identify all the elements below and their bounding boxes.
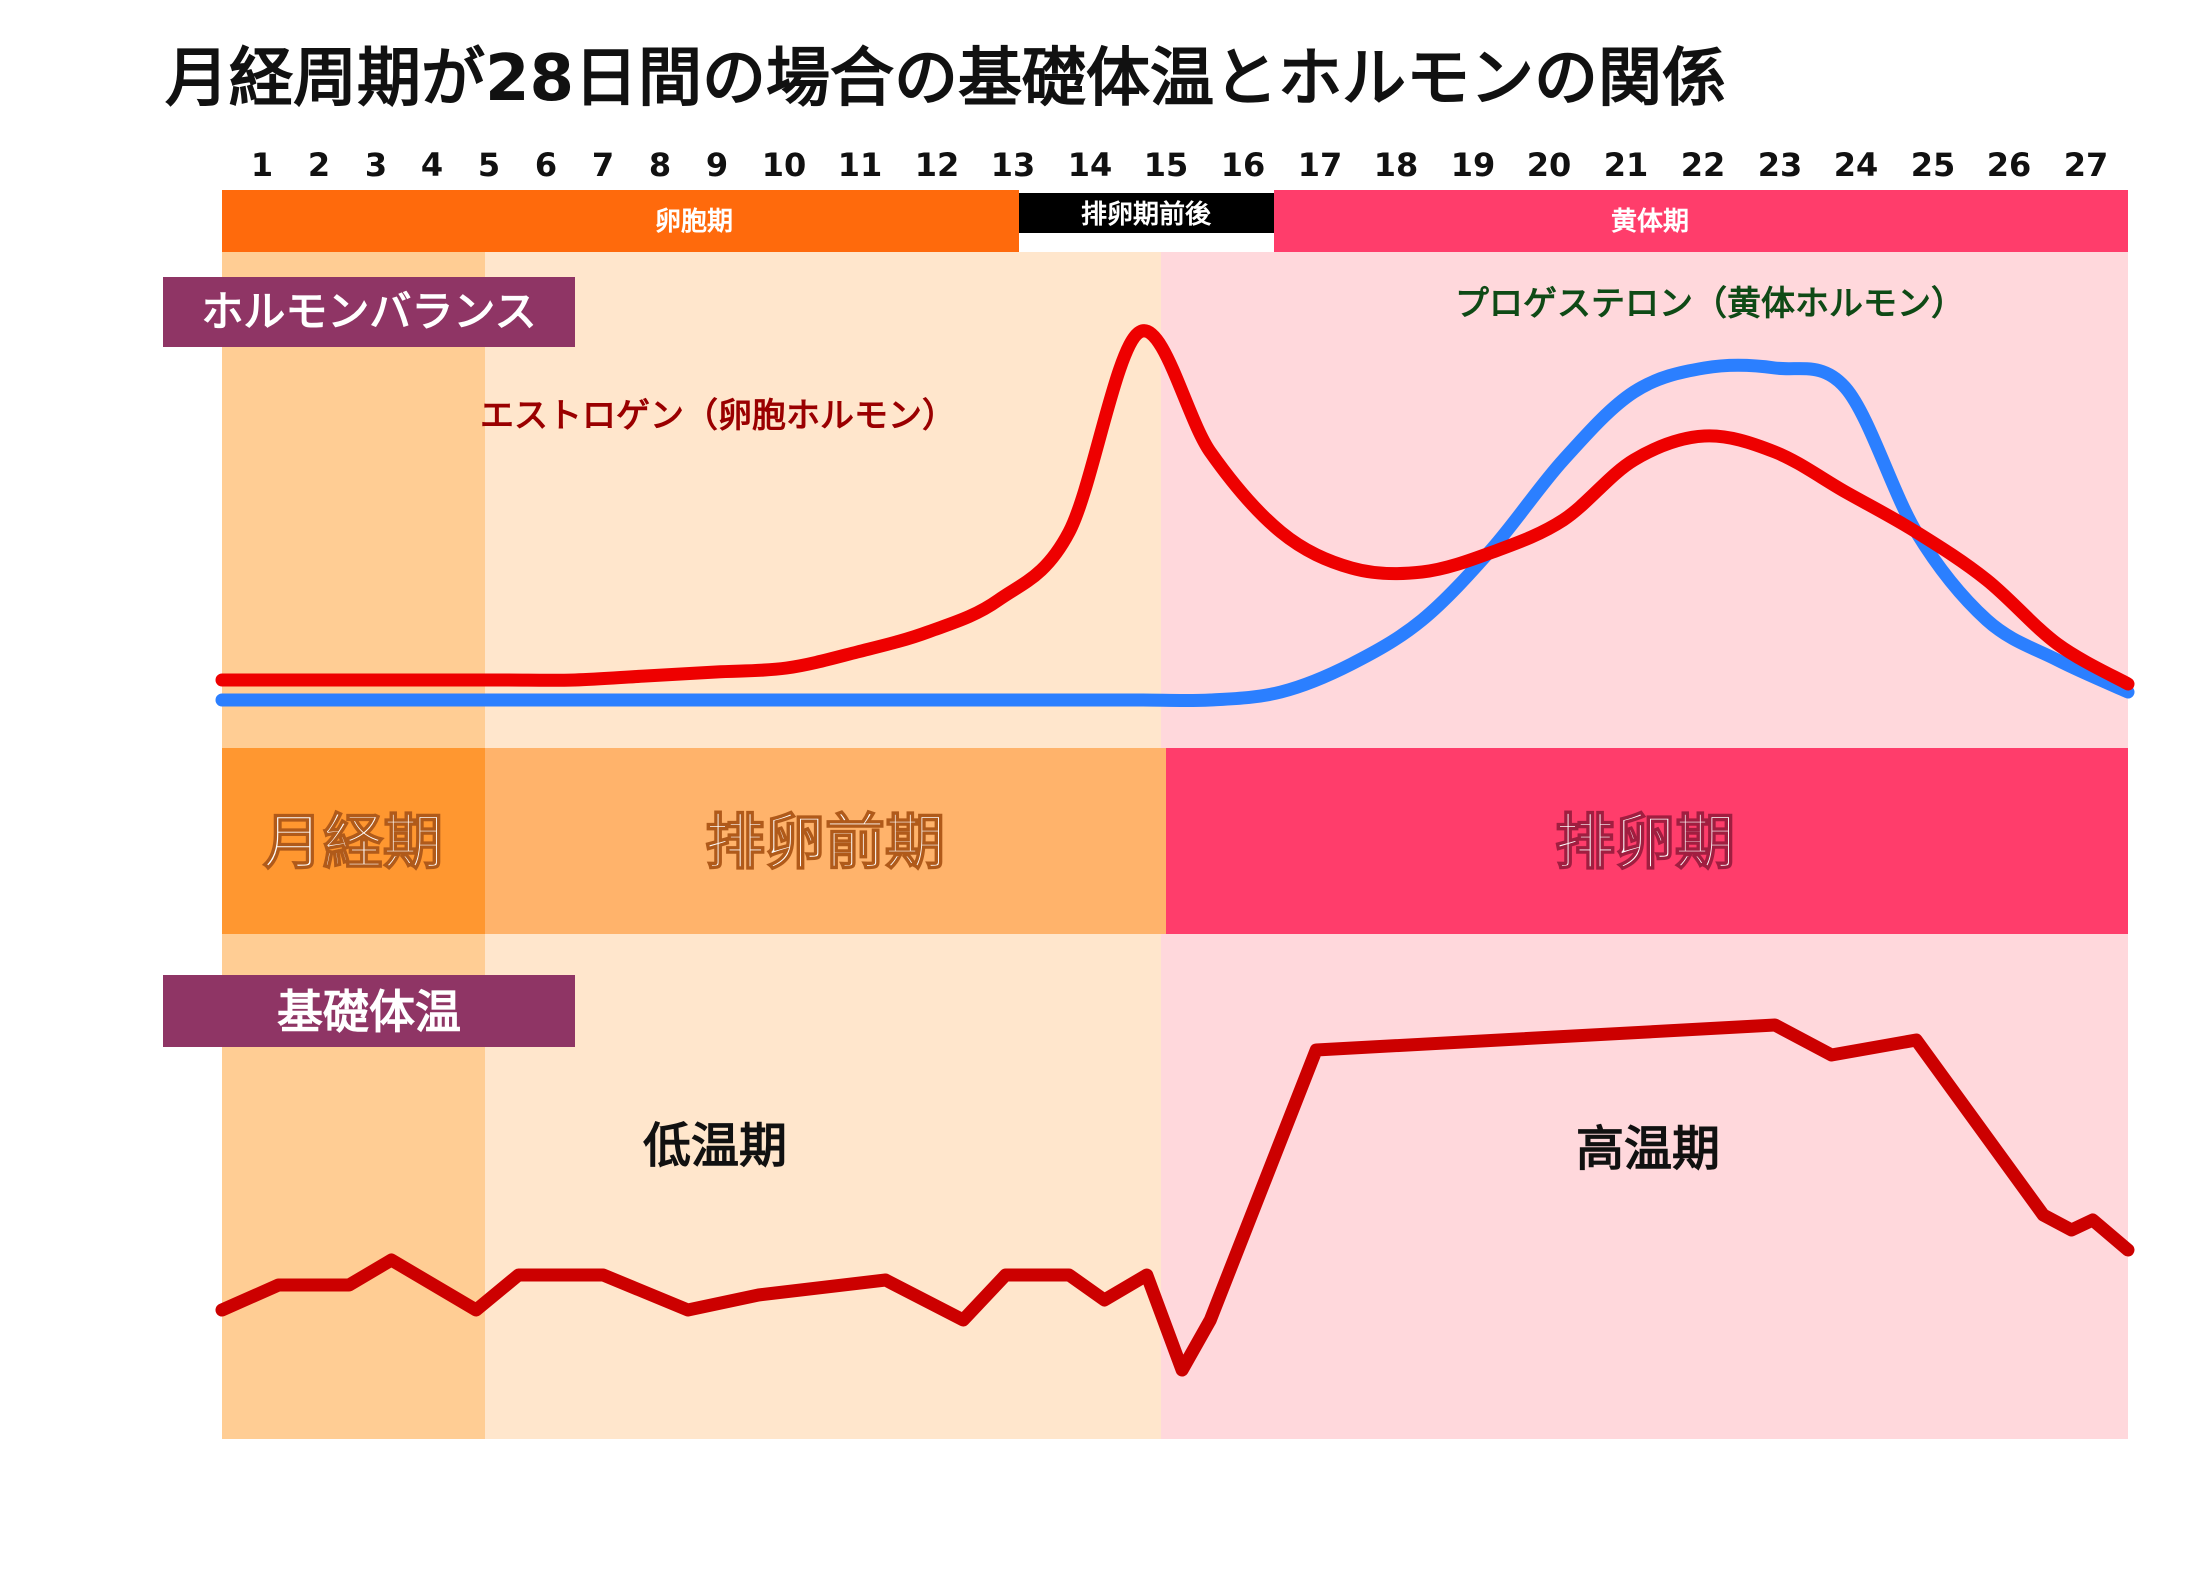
- bbt-section-label-box: [163, 975, 575, 1047]
- estrogen-series-label: エストロゲン（卵胞ホルモン）: [480, 396, 956, 436]
- chart-title: 月経周期が28日間の場合の基礎体温とホルモンの関係: [165, 42, 1726, 116]
- pre-ovulation-phase-band: [485, 748, 1166, 934]
- ovulation-phase-label: 排卵期: [1555, 808, 1735, 878]
- day-tick-label: 18: [1374, 146, 1419, 184]
- day-tick-label: 8: [649, 146, 671, 184]
- day-tick-label: 20: [1527, 146, 1572, 184]
- menstrual-phase-band: [222, 748, 485, 934]
- day-tick-label: 12: [915, 146, 960, 184]
- pre-ovulation-phase-label: 排卵前期: [705, 808, 945, 878]
- middle-phase-bar: 月経期 排卵前期 排卵期: [222, 748, 2128, 934]
- day-tick-label: 21: [1604, 146, 1649, 184]
- day-tick-label: 24: [1834, 146, 1879, 184]
- top-phase-follicular-label: 卵胞期: [655, 206, 733, 237]
- day-tick-label: 23: [1758, 146, 1803, 184]
- ovulation-phase-band: [1166, 748, 2128, 934]
- day-tick-label: 5: [478, 146, 500, 184]
- day-tick-label: 26: [1987, 146, 2032, 184]
- top-phase-luteal-label: 黄体期: [1611, 207, 1689, 237]
- day-tick-label: 7: [592, 146, 614, 184]
- day-tick-label: 13: [991, 146, 1036, 184]
- day-tick-label: 6: [535, 146, 557, 184]
- day-tick-label: 4: [421, 146, 443, 184]
- progesterone-line: [215, 358, 2135, 708]
- estrogen-line: [215, 324, 2135, 691]
- hormone-section-label: ホルモンバランス: [201, 287, 536, 336]
- progesterone-series-label: プロゲステロン（黄体ホルモン）: [1455, 284, 1965, 324]
- basal-body-temperature-line: [215, 1018, 2135, 1377]
- day-tick-label: 10: [762, 146, 807, 184]
- day-axis: 1 2 3 4 5 6 7 8 9 10 11 12 13 14 15 16 17 18 19 20 21 22 23 24 2…: [251, 146, 2108, 184]
- high-temperature-label: 高温期: [1576, 1121, 1720, 1177]
- top-phase-follicular-band: [222, 190, 1019, 252]
- low-temperature-label: 低温期: [643, 1118, 787, 1174]
- day-tick-label: 16: [1221, 146, 1266, 184]
- day-tick-label: 2: [308, 146, 330, 184]
- top-phase-ovulation-band: [1019, 193, 1274, 233]
- day-tick-label: 19: [1451, 146, 1496, 184]
- day-tick-label: 9: [706, 146, 728, 184]
- day-tick-label: 14: [1068, 146, 1113, 184]
- bbt-section-label: 基礎体温: [277, 985, 461, 1039]
- top-phase-ovulation-label: 排卵期前後: [1081, 199, 1212, 230]
- day-tick-label: 17: [1298, 146, 1343, 184]
- day-tick-label: 3: [365, 146, 387, 184]
- day-tick-label: 11: [838, 146, 883, 184]
- hormone-section-label-box: [163, 277, 575, 347]
- top-phase-bar: 卵胞期 排卵期前後 黄体期: [222, 190, 2128, 252]
- day-tick-label: 22: [1681, 146, 1726, 184]
- top-phase-luteal-band: [1274, 190, 2128, 252]
- day-tick-label: 1: [251, 146, 273, 184]
- day-tick-label: 15: [1144, 146, 1189, 184]
- day-tick-label: 27: [2064, 146, 2109, 184]
- menstrual-phase-label: 月経期: [263, 808, 443, 878]
- day-tick-label: 25: [1911, 146, 1956, 184]
